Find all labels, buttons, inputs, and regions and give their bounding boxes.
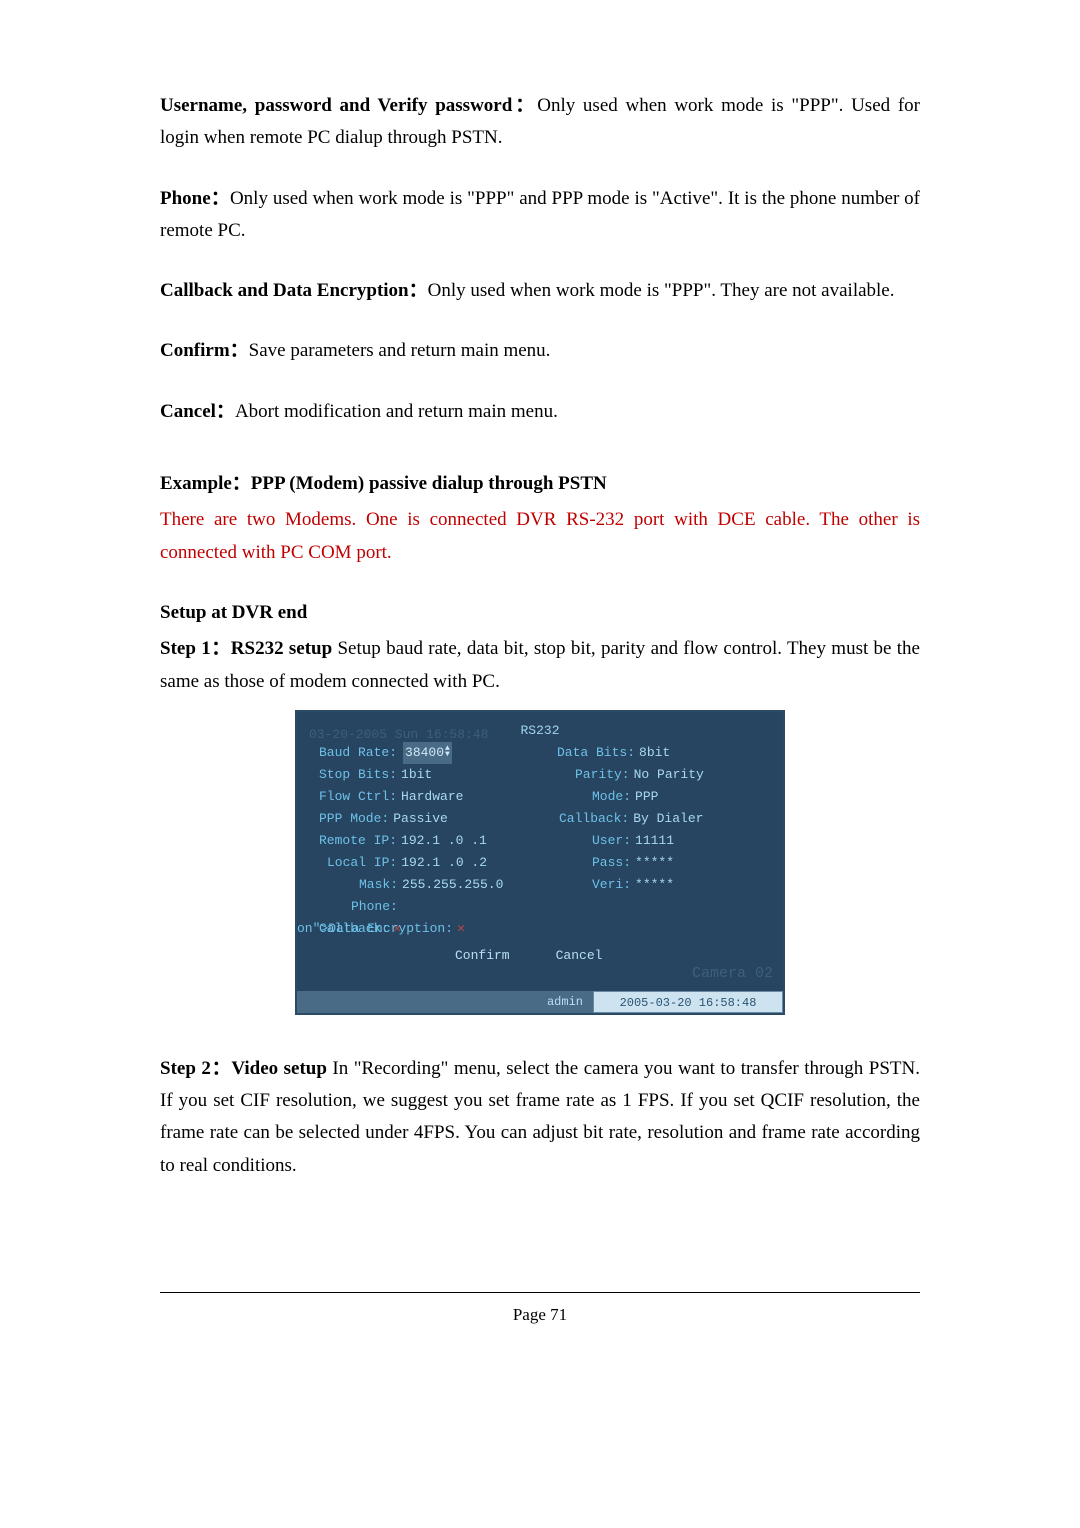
spinner-icon[interactable]: ▲▼ xyxy=(445,746,450,758)
bold-label: Example：PPP (Modem) passive dialup throu… xyxy=(160,473,607,494)
status-timestamp: 2005-03-20 16:58:48 xyxy=(593,991,783,1013)
remote-ip-label: Remote IP: xyxy=(319,830,397,852)
camera-watermark: Camera 02 xyxy=(692,961,773,987)
baud-rate-label: Baud Rate: xyxy=(319,742,397,764)
example-heading: Example：PPP (Modem) passive dialup throu… xyxy=(160,468,920,500)
data-bits-label: Data Bits: xyxy=(557,742,635,764)
bold-label: Username, password and Verify password： xyxy=(160,95,537,116)
mode-value[interactable]: PPP xyxy=(635,786,658,808)
status-bar: admin 2005-03-20 16:58:48 xyxy=(297,991,783,1013)
screenshot-container: 03-20-2005 Sun 16:58:48 RS232 Baud Rate:… xyxy=(160,710,920,1015)
bold-label: Cancel： xyxy=(160,401,235,422)
bold-label: Step 2：Video setup xyxy=(160,1058,332,1079)
local-ip-label: Local IP: xyxy=(327,852,397,874)
paragraph-callback: Callback and Data Encryption：Only used w… xyxy=(160,275,920,307)
ppp-mode-value[interactable]: Passive xyxy=(393,808,448,830)
confirm-button[interactable]: Confirm xyxy=(447,944,518,968)
callback-mode-value[interactable]: By Dialer xyxy=(633,808,703,830)
example-red-text: There are two Modems. One is connected D… xyxy=(160,504,920,569)
baud-rate-value[interactable]: 38400▲▼ xyxy=(403,742,452,764)
user-label: User: xyxy=(592,830,631,852)
mask-label: Mask: xyxy=(359,874,398,896)
data-encryption-label: Data Encryption: xyxy=(328,918,453,940)
para-text: Only used when work mode is "PPP" and PP… xyxy=(160,188,920,241)
rs232-screenshot: 03-20-2005 Sun 16:58:48 RS232 Baud Rate:… xyxy=(295,710,785,1015)
bold-label: Phone： xyxy=(160,188,230,209)
stop-bits-label: Stop Bits: xyxy=(319,764,397,786)
pass-value[interactable]: ***** xyxy=(635,852,674,874)
parity-value[interactable]: No Parity xyxy=(634,764,704,786)
mask-value[interactable]: 255.255.255.0 xyxy=(402,874,503,896)
pass-label: Pass: xyxy=(592,852,631,874)
para-text: Only used when work mode is "PPP". They … xyxy=(428,280,895,301)
remote-ip-value[interactable]: 192.1 .0 .1 xyxy=(401,830,487,852)
paragraph-phone: Phone：Only used when work mode is "PPP" … xyxy=(160,183,920,248)
paragraph-username: Username, password and Verify password：O… xyxy=(160,90,920,155)
paragraph-cancel: Cancel：Abort modification and return mai… xyxy=(160,396,920,428)
callback-mode-label: Callback: xyxy=(559,808,629,830)
status-user: admin xyxy=(297,991,593,1013)
ppp-mode-label: PPP Mode: xyxy=(319,808,389,830)
veri-value[interactable]: ***** xyxy=(635,874,674,896)
bold-label: Callback and Data Encryption： xyxy=(160,280,428,301)
setup-heading: Setup at DVR end xyxy=(160,597,920,629)
page-footer: Page 71 xyxy=(160,1292,920,1330)
x-icon[interactable]: ✕ xyxy=(457,918,465,940)
mode-label: Mode: xyxy=(592,786,631,808)
veri-label: Veri: xyxy=(592,874,631,896)
phone-label: Phone: xyxy=(351,896,398,918)
document-page: Username, password and Verify password： O… xyxy=(0,0,1080,1390)
parity-label: Parity: xyxy=(575,764,630,786)
paragraph-confirm: Confirm：Save parameters and return main … xyxy=(160,335,920,367)
data-bits-value[interactable]: 8bit xyxy=(639,742,670,764)
stop-bits-value[interactable]: 1bit xyxy=(401,764,432,786)
step2-paragraph: Step 2：Video setup In "Recording" menu, … xyxy=(160,1053,920,1182)
dialog-title: RS232 xyxy=(520,720,559,742)
bold-label: Confirm： xyxy=(160,340,249,361)
local-ip-value[interactable]: 192.1 .0 .2 xyxy=(401,852,487,874)
flow-ctrl-value[interactable]: Hardware xyxy=(401,786,463,808)
step1-paragraph: Step 1：RS232 setup Setup baud rate, data… xyxy=(160,633,920,698)
user-value[interactable]: 11111 xyxy=(635,830,674,852)
cancel-button[interactable]: Cancel xyxy=(548,944,611,968)
flow-ctrl-label: Flow Ctrl: xyxy=(319,786,397,808)
para-text: Save parameters and return main menu. xyxy=(249,340,551,361)
bold-label: Step 1：RS232 setup xyxy=(160,638,337,659)
para-text: Abort modification and return main menu. xyxy=(235,401,558,422)
